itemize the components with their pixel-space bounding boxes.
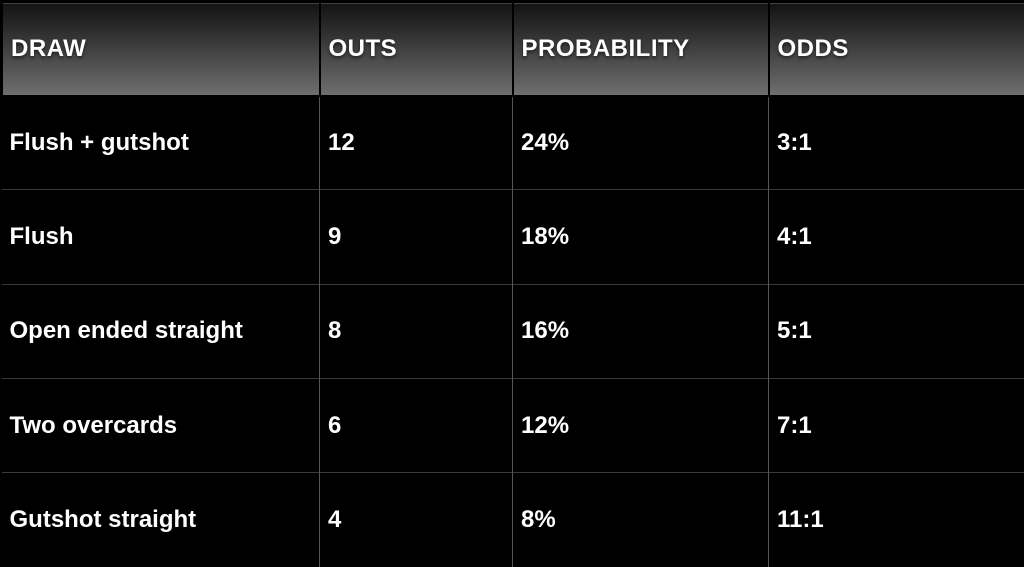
table-row: Flush 9 18% 4:1 [1,189,1024,285]
column-header-odds: ODDS [767,0,1024,97]
cell-outs: 4 [319,472,513,567]
table-row: Flush + gutshot 12 24% 3:1 [1,95,1024,190]
table-header: DRAW OUTS PROBABILITY ODDS [0,0,1024,97]
cell-outs: 8 [319,283,513,379]
cell-probability: 8% [512,472,769,567]
cell-outs: 6 [319,377,513,473]
column-header-probability: PROBABILITY [511,0,770,97]
cell-outs: 9 [319,189,513,285]
cell-probability: 18% [512,189,769,285]
table-row: Gutshot straight 4 8% 11:1 [1,472,1024,567]
cell-draw: Gutshot straight [1,472,320,567]
cell-probability: 16% [512,283,769,379]
cell-draw: Flush [1,189,320,285]
header-row: DRAW OUTS PROBABILITY ODDS [0,0,1024,97]
table-body: Flush + gutshot 12 24% 3:1 Flush 9 18% 4… [1,95,1024,567]
cell-probability: 24% [512,95,769,190]
cell-draw: Open ended straight [1,283,320,379]
cell-odds: 4:1 [768,189,1024,285]
cell-probability: 12% [512,377,769,473]
cell-outs: 12 [319,95,513,190]
cell-odds: 7:1 [768,377,1024,473]
cell-odds: 11:1 [768,472,1024,567]
cell-draw: Flush + gutshot [1,95,320,190]
table-row: Open ended straight 8 16% 5:1 [1,283,1024,379]
cell-odds: 5:1 [768,283,1024,379]
cell-draw: Two overcards [1,377,320,473]
column-header-outs: OUTS [318,0,514,97]
column-header-draw: DRAW [0,0,321,97]
table-row: Two overcards 6 12% 7:1 [1,377,1024,473]
cell-odds: 3:1 [768,95,1024,190]
